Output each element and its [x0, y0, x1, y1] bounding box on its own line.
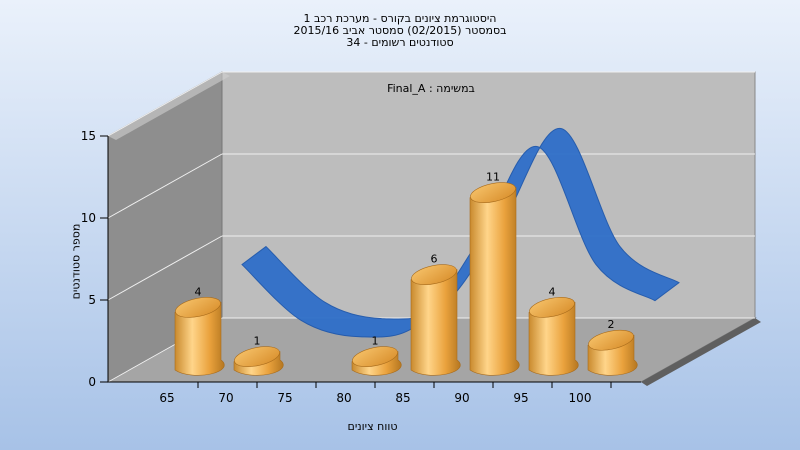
x-axis-ticks: 65 70 75 80 85 90 95 100 — [159, 382, 612, 405]
y-tick-label: 15 — [81, 129, 96, 143]
top-edge — [108, 72, 230, 140]
bar-value-label: 4 — [549, 285, 556, 298]
bar-body — [174, 302, 225, 376]
x-tick-label: 70 — [218, 391, 233, 405]
y-tick-label: 5 — [88, 293, 96, 307]
x-tick-label: 95 — [513, 391, 528, 405]
bar-100 — [587, 329, 638, 376]
bar-cap — [175, 297, 221, 318]
bar-value-label: 11 — [486, 171, 500, 184]
bar-90 — [469, 182, 520, 376]
bar-80 — [351, 346, 402, 376]
bar-value-label: 1 — [254, 335, 261, 348]
title-line-1: היסטוגרמת ציונים בקורס - מערכת רכב 1 — [303, 12, 497, 25]
title-line-2: בסמסטר (02/2015) סמסטר אביב 2015/16 — [293, 24, 507, 37]
bar-cap — [234, 346, 280, 367]
bar-value-label: 6 — [431, 253, 438, 266]
bar-cap — [352, 346, 398, 367]
bars — [174, 182, 638, 376]
bar-body — [410, 269, 461, 376]
bar-body — [528, 302, 579, 376]
x-axis-title: טווח ציונים — [347, 420, 398, 433]
bar-70 — [233, 346, 284, 376]
y-tick-label: 10 — [81, 211, 96, 225]
bar-value-label: 4 — [195, 285, 202, 298]
bar-cap — [411, 264, 457, 285]
bar-cap — [470, 182, 516, 203]
x-tick-label: 90 — [454, 391, 469, 405]
bar-65 — [174, 297, 225, 376]
title-line-3: סטודנטים רשומים - 34 — [346, 36, 454, 49]
x-tick-label: 85 — [395, 391, 410, 405]
grid-line-side — [107, 71, 223, 137]
bar-value-label: 1 — [372, 335, 379, 348]
x-tick-label: 80 — [336, 391, 351, 405]
grid-line-side — [107, 153, 223, 219]
bar-85 — [410, 264, 461, 376]
bar-body — [469, 187, 520, 376]
bar-value-label: 2 — [608, 318, 615, 331]
annotation: במשימה : Final_A — [387, 82, 475, 95]
right-edge — [641, 318, 761, 386]
x-tick-label: 65 — [159, 391, 174, 405]
y-tick-label: 0 — [88, 375, 96, 389]
grid-line-side — [107, 235, 223, 301]
bar-cap — [588, 329, 634, 351]
bar-cap — [529, 297, 575, 318]
y-axis-title: מספר סטודנטים — [69, 223, 83, 300]
bar-95 — [528, 297, 579, 376]
x-tick-label: 100 — [569, 391, 592, 405]
x-tick-label: 75 — [277, 391, 292, 405]
